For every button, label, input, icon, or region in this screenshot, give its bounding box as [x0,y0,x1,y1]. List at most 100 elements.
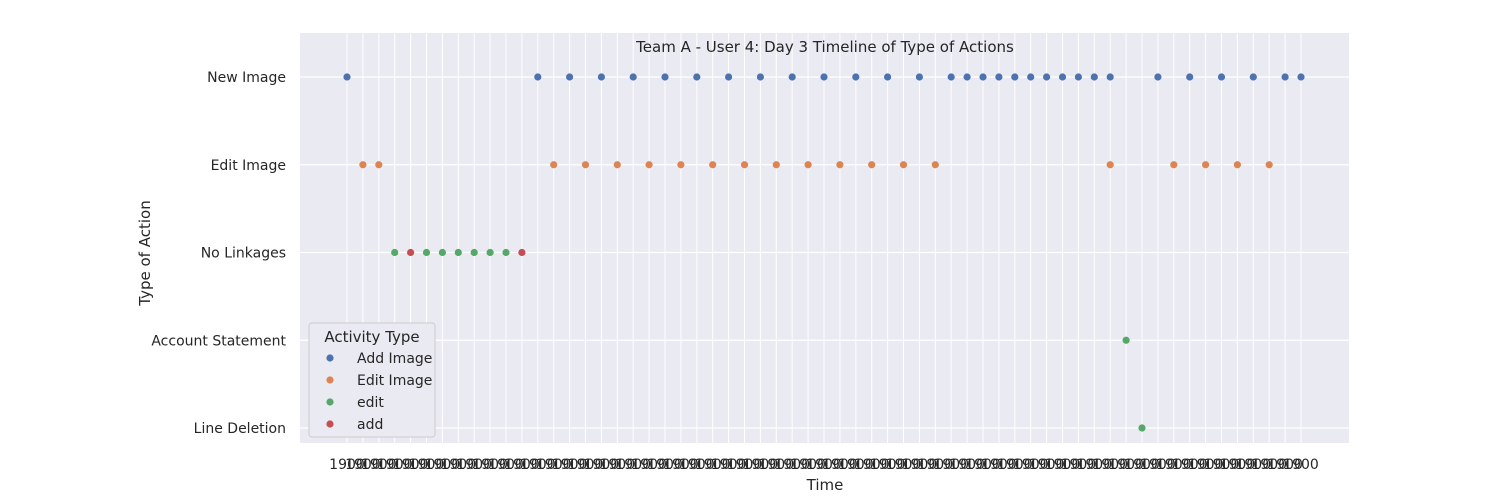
data-point [486,248,494,257]
x-tick-label: 1900 [1092,457,1128,473]
x-tick-label: 1900 [1108,457,1144,473]
data-point [502,248,510,257]
data-point [581,161,590,169]
data-point [391,248,399,257]
x-tick-label: 1900 [886,457,922,473]
x-tick-label: 1900 [329,457,365,473]
x-tick-label: 1900 [409,457,445,473]
data-point [915,73,924,81]
x-tick-label: 1900 [663,457,699,473]
x-tick-label: 1900 [440,457,476,473]
x-tick-label: 1900 [1045,457,1081,473]
data-point [1297,73,1305,81]
x-tick-label: 1900 [1076,457,1112,473]
x-tick-label: 1900 [393,457,429,473]
data-point [836,161,844,169]
data-points [343,73,1305,432]
y-axis-label: Type of Action [136,200,154,306]
data-point [1090,73,1098,81]
x-tick-label: 1900 [902,457,938,473]
data-point [884,73,892,81]
data-point [422,248,431,257]
data-point [1106,73,1114,81]
x-tick-label: 1900 [425,457,461,473]
x-tick-label: 1900 [1188,457,1224,473]
data-point [931,161,939,169]
legend-marker [326,376,334,384]
x-tick-label: 1900 [584,457,620,473]
data-point [868,161,876,169]
data-point [693,73,701,81]
data-point [995,73,1003,81]
x-tick-label: 1900 [695,457,731,473]
data-point [1170,161,1178,169]
legend-label: edit [357,395,384,411]
data-point [725,73,733,81]
x-gridlines [346,33,1302,443]
data-point [709,161,717,169]
data-point [645,161,653,169]
data-point [1281,73,1289,81]
x-tick-label: 1900 [1283,457,1319,473]
data-point [1058,73,1067,81]
data-point [1233,161,1241,169]
data-point [1265,161,1273,169]
legend: Activity Type Add Image Edit Image edit add [308,322,436,438]
x-tick-label: 1900 [520,457,556,473]
legend-items: Add Image Edit Image edit add [326,351,432,433]
data-point [1027,73,1035,81]
x-tick-label: 1900 [679,457,715,473]
x-tick-label: 1900 [774,457,810,473]
x-tick-label: 1900 [345,457,381,473]
data-point [820,73,828,81]
x-tick-label: 1900 [615,457,651,473]
data-point [947,73,955,81]
data-point [772,161,780,169]
data-point [1074,73,1082,81]
x-tick-label: 1900 [981,457,1017,473]
data-point [899,161,908,169]
x-tick-label: 1900 [1029,457,1065,473]
data-point [343,73,351,81]
x-tick-label: 1900 [838,457,874,473]
data-point [740,161,749,169]
y-tick-label: New Image [207,70,286,86]
x-tick-label: 1900 [933,457,969,473]
x-tick-label: 1900 [1061,457,1097,473]
x-tick-label: 1900 [949,457,985,473]
data-point [804,161,812,169]
x-tick-label: 1900 [1156,457,1192,473]
x-tick-label: 1900 [647,457,683,473]
x-tick-label: 1900 [377,457,413,473]
data-point [1154,73,1162,81]
data-point [1122,336,1130,344]
data-point [1217,73,1226,81]
y-tick-label: Account Statement [151,333,286,349]
y-tick-label: Line Deletion [194,421,286,437]
x-tick-label: 1900 [1124,457,1160,473]
data-point [534,73,542,81]
data-point [438,248,446,257]
data-point [359,161,367,169]
x-tick-label: 1900 [568,457,604,473]
legend-label: Edit Image [357,373,432,389]
x-axis-label: Time [806,476,844,494]
x-tick-label: 1900 [822,457,858,473]
x-tick-label: 1900 [743,457,779,473]
x-tick-label: 1900 [361,457,397,473]
x-tick-labels: 1900190019001900190019001900190019001900… [329,457,1319,473]
x-tick-label: 1900 [1267,457,1303,473]
legend-marker [326,398,334,406]
x-tick-label: 1900 [472,457,508,473]
x-tick-label: 1900 [1204,457,1240,473]
legend-marker [326,420,334,428]
x-tick-label: 1900 [1013,457,1049,473]
x-tick-label: 1900 [631,457,667,473]
data-point [550,161,558,169]
x-tick-label: 1900 [1140,457,1176,473]
x-tick-label: 1900 [504,457,540,473]
x-tick-label: 1900 [854,457,890,473]
data-point [454,248,462,257]
x-tick-label: 1900 [727,457,763,473]
